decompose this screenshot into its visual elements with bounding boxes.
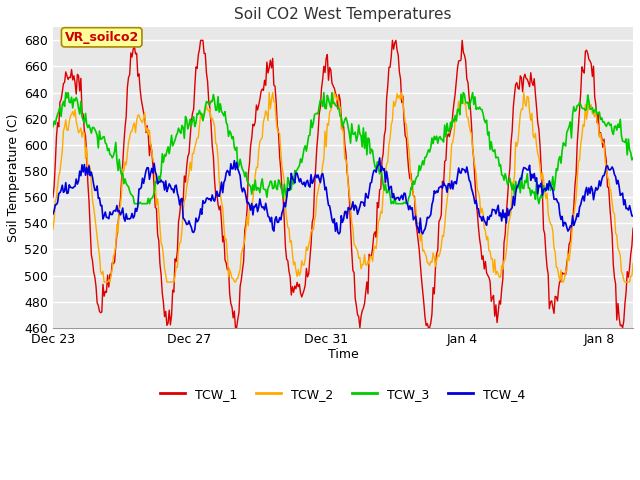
TCW_3 bbox=[618, 133, 625, 139]
TCW_1 bbox=[618, 322, 625, 328]
TCW_1 bbox=[49, 194, 57, 200]
TCW_3 bbox=[527, 193, 534, 199]
TCW_4 bbox=[49, 211, 57, 217]
Line: TCW_3: TCW_3 bbox=[53, 93, 633, 204]
TCW_2 bbox=[618, 269, 625, 275]
TCW_3 bbox=[62, 90, 70, 96]
TCW_3 bbox=[629, 155, 637, 161]
TCW_3 bbox=[330, 100, 338, 106]
TCW_3 bbox=[49, 124, 57, 130]
TCW_4 bbox=[527, 178, 534, 183]
TCW_1 bbox=[397, 76, 404, 82]
TCW_3 bbox=[397, 201, 404, 206]
TCW_4 bbox=[328, 217, 336, 223]
X-axis label: Time: Time bbox=[328, 348, 358, 361]
TCW_1 bbox=[326, 65, 333, 71]
TCW_1 bbox=[527, 70, 534, 75]
TCW_2 bbox=[49, 227, 57, 232]
TCW_1 bbox=[365, 252, 373, 257]
TCW_1 bbox=[629, 226, 637, 231]
TCW_2 bbox=[100, 279, 108, 285]
Line: TCW_1: TCW_1 bbox=[53, 40, 633, 328]
TCW_3 bbox=[131, 201, 138, 206]
TCW_2 bbox=[266, 90, 273, 96]
Line: TCW_2: TCW_2 bbox=[53, 93, 633, 282]
TCW_3 bbox=[365, 136, 373, 142]
TCW_1 bbox=[356, 325, 364, 331]
Line: TCW_4: TCW_4 bbox=[53, 158, 633, 234]
TCW_4 bbox=[397, 194, 404, 200]
TCW_1 bbox=[196, 37, 204, 43]
TCW_2 bbox=[365, 261, 373, 267]
TCW_3 bbox=[327, 105, 335, 110]
Text: VR_soilco2: VR_soilco2 bbox=[65, 31, 139, 44]
TCW_4 bbox=[376, 155, 383, 161]
TCW_1 bbox=[330, 83, 337, 89]
TCW_4 bbox=[364, 195, 372, 201]
TCW_4 bbox=[618, 192, 625, 197]
Y-axis label: Soil Temperature (C): Soil Temperature (C) bbox=[7, 113, 20, 242]
Title: Soil CO2 West Temperatures: Soil CO2 West Temperatures bbox=[234, 7, 452, 22]
TCW_2 bbox=[330, 90, 338, 96]
TCW_4 bbox=[335, 231, 343, 237]
TCW_2 bbox=[527, 118, 534, 123]
TCW_4 bbox=[324, 203, 332, 208]
TCW_4 bbox=[629, 213, 637, 219]
TCW_2 bbox=[397, 97, 404, 103]
TCW_2 bbox=[629, 261, 637, 266]
Legend: TCW_1, TCW_2, TCW_3, TCW_4: TCW_1, TCW_2, TCW_3, TCW_4 bbox=[156, 383, 531, 406]
TCW_2 bbox=[327, 108, 335, 113]
